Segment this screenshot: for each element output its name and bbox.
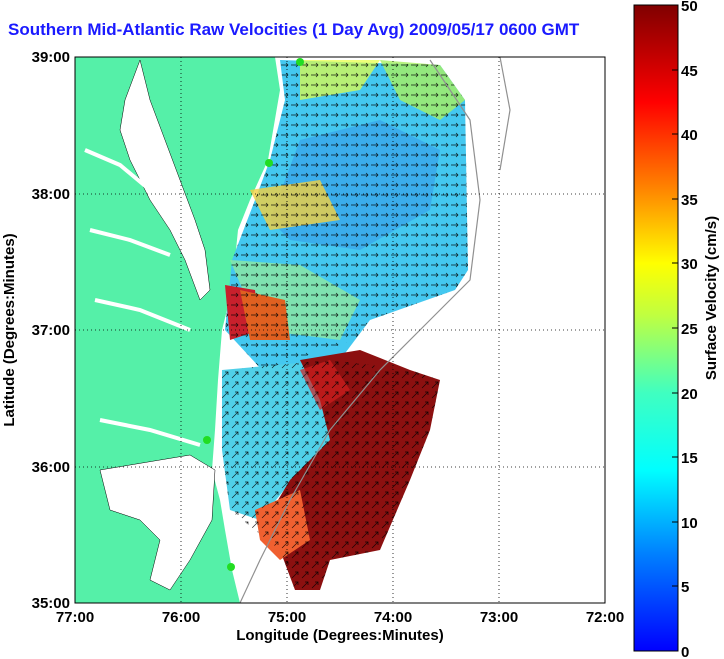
chart-title: Southern Mid-Atlantic Raw Velocities (1 … [8,20,580,39]
sound-water [99,454,216,591]
colorbar-tick: 35 [681,192,698,209]
radar-station [203,436,211,444]
plot-frame [74,56,606,604]
colorbar-tick: 50 [681,0,698,15]
colorbar-tick: 5 [681,579,689,596]
x-tick-labels: 77:00 76:00 75:00 74:00 73:00 72:00 [56,609,624,626]
grid-lines [75,57,605,603]
y-tick: 37:00 [32,322,70,339]
x-tick: 75:00 [268,609,306,626]
x-tick: 73:00 [480,609,518,626]
colorbar-tick: 10 [681,515,698,532]
y-tick: 38:00 [32,186,70,203]
colorbar-tick: 0 [681,644,689,659]
radar-station [265,159,273,167]
radar-station [296,58,304,66]
bay-water [119,59,211,301]
radar-station [227,563,235,571]
y-tick: 36:00 [32,459,70,476]
x-tick: 74:00 [374,609,412,626]
colorbar-tick-labels: 50 45 40 35 30 25 20 15 10 5 0 [681,0,698,659]
river [84,148,201,447]
colorbar-ticks [672,4,678,652]
colorbar-tick: 15 [681,450,698,467]
colorbar-tick: 30 [681,256,698,273]
y-tick-labels: 39:00 38:00 37:00 36:00 35:00 [32,49,70,612]
velocity-field [222,60,468,590]
colorbar-tick: 45 [681,63,698,80]
colorbar-label: Surface Velocity (cm/s) [703,216,720,380]
colorbar-tick: 20 [681,386,698,403]
y-tick: 35:00 [32,595,70,612]
isobath-contour [239,59,481,603]
colorbar-tick: 25 [681,321,698,338]
y-tick: 39:00 [32,49,70,66]
x-tick: 77:00 [56,609,94,626]
colorbar [633,4,679,652]
x-axis-label: Longitude (Degrees:Minutes) [236,627,444,644]
y-axis-label: Latitude (Degrees:Minutes) [1,233,18,426]
x-tick: 76:00 [162,609,200,626]
isobath-contour-outer [499,57,511,171]
x-tick: 72:00 [586,609,624,626]
colorbar-tick: 40 [681,127,698,144]
